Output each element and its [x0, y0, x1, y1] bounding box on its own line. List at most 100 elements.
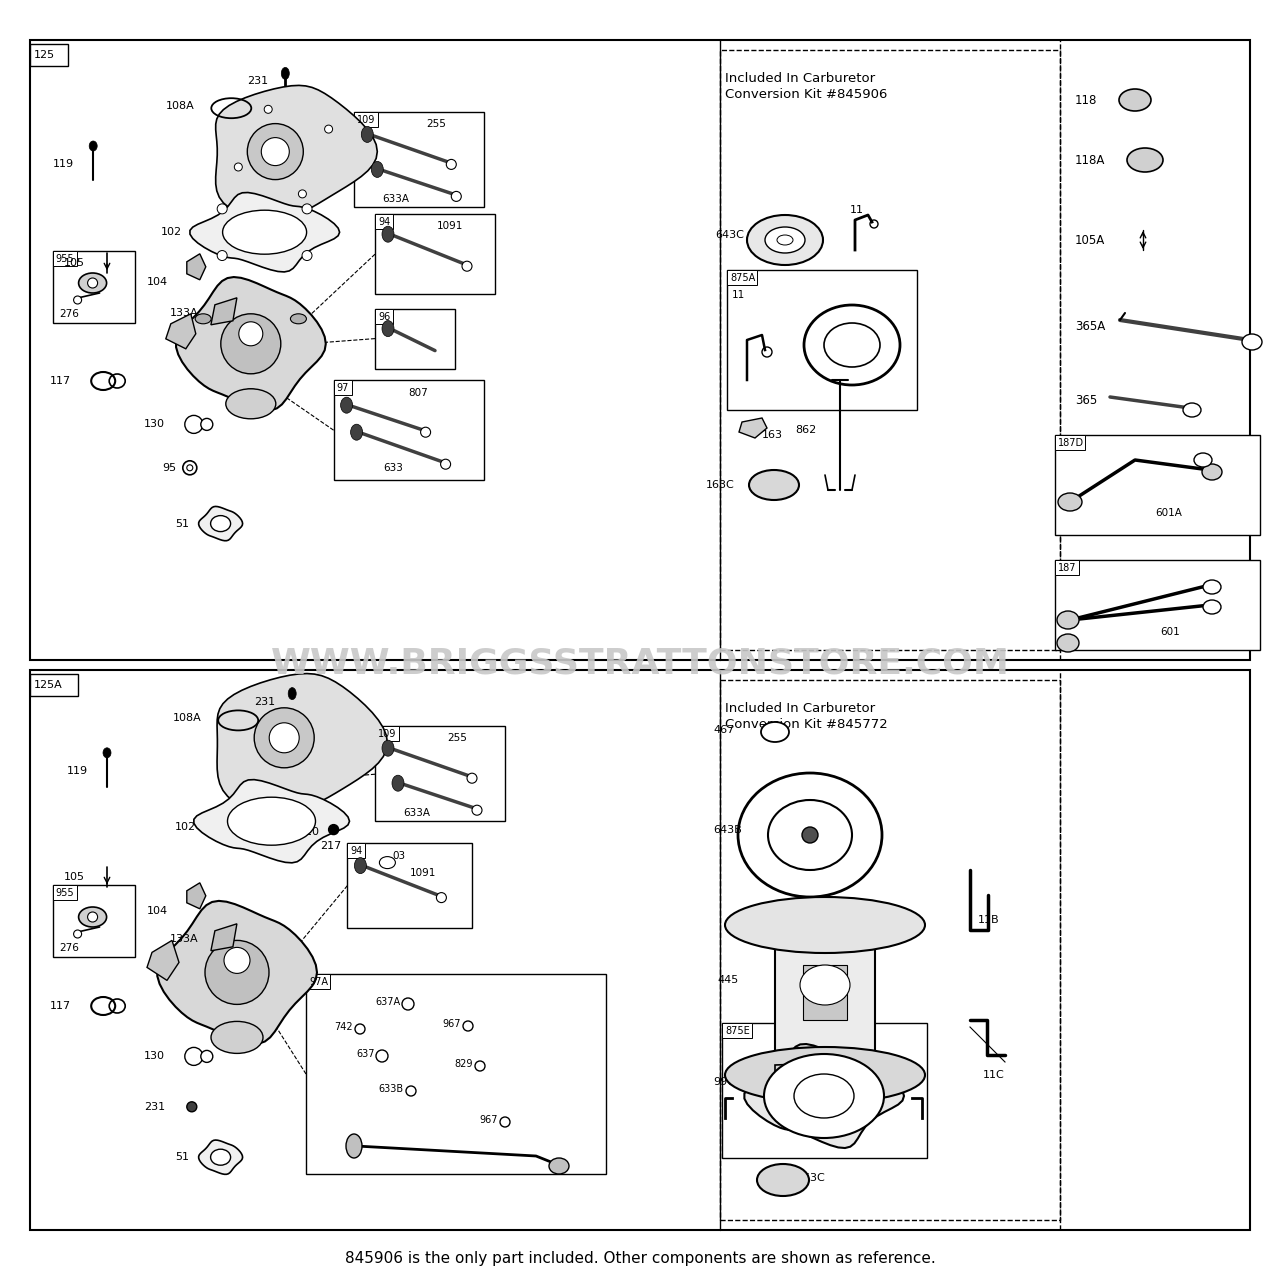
Bar [29, 40, 1251, 660]
Ellipse shape [228, 797, 315, 845]
Bar [722, 1023, 753, 1038]
Polygon shape [745, 1044, 904, 1148]
Ellipse shape [379, 856, 396, 869]
Ellipse shape [549, 1158, 570, 1174]
Text: 97A: 97A [308, 977, 328, 987]
Ellipse shape [1203, 580, 1221, 594]
Text: 96: 96 [378, 311, 390, 321]
Polygon shape [166, 314, 196, 348]
Text: 187D: 187D [1059, 438, 1084, 448]
Text: Conversion Kit #845906: Conversion Kit #845906 [724, 88, 887, 101]
Text: 633: 633 [384, 463, 403, 474]
Text: 108A: 108A [166, 101, 195, 111]
Ellipse shape [355, 858, 366, 873]
Text: 231: 231 [255, 696, 275, 707]
Bar [375, 308, 393, 324]
Bar [1055, 561, 1079, 575]
Ellipse shape [1126, 148, 1164, 172]
Text: 105: 105 [64, 259, 84, 269]
Ellipse shape [371, 161, 383, 178]
Ellipse shape [472, 805, 483, 815]
Ellipse shape [195, 314, 211, 324]
Ellipse shape [724, 897, 925, 954]
Ellipse shape [765, 227, 805, 253]
Circle shape [205, 941, 269, 1005]
Bar [306, 974, 330, 989]
Text: 102: 102 [175, 822, 196, 832]
Bar [334, 380, 352, 396]
Text: 130: 130 [143, 420, 165, 429]
Ellipse shape [392, 776, 404, 791]
Ellipse shape [361, 127, 374, 142]
Bar [52, 884, 134, 957]
Ellipse shape [756, 1164, 809, 1196]
Polygon shape [216, 86, 378, 218]
Circle shape [500, 1117, 509, 1126]
Text: 637A: 637A [375, 997, 401, 1007]
Circle shape [355, 1024, 365, 1034]
Ellipse shape [724, 1047, 925, 1103]
Circle shape [402, 998, 413, 1010]
Text: 955: 955 [55, 888, 74, 899]
Polygon shape [187, 253, 206, 280]
Ellipse shape [288, 687, 296, 700]
Text: 133A: 133A [170, 307, 198, 317]
Text: 11C: 11C [983, 1070, 1005, 1080]
Ellipse shape [225, 389, 275, 419]
Text: 125A: 125A [35, 680, 63, 690]
Text: 118: 118 [1075, 93, 1097, 106]
Text: 996A: 996A [713, 1076, 742, 1087]
Circle shape [239, 321, 262, 346]
Text: 633A: 633A [403, 808, 430, 818]
Text: 105A: 105A [1075, 233, 1105, 247]
Bar [803, 965, 847, 1020]
Bar [375, 726, 506, 822]
Text: 633B: 633B [378, 1084, 403, 1094]
Text: 255: 255 [447, 733, 467, 744]
Text: Included In Carburetor: Included In Carburetor [724, 72, 876, 84]
Text: 875E: 875E [724, 1027, 750, 1036]
Bar [375, 214, 495, 294]
Text: 163C: 163C [707, 480, 735, 490]
Ellipse shape [1242, 334, 1262, 349]
Circle shape [261, 137, 289, 165]
Text: 467: 467 [713, 724, 735, 735]
Ellipse shape [1059, 493, 1082, 511]
Polygon shape [147, 941, 179, 980]
Text: 03: 03 [393, 851, 406, 860]
Circle shape [269, 723, 300, 753]
Circle shape [302, 204, 312, 214]
Text: 365: 365 [1075, 393, 1097, 407]
Bar [306, 974, 605, 1174]
Circle shape [87, 278, 97, 288]
Bar [722, 1023, 927, 1158]
Text: 845906 is the only part included. Other components are shown as reference.: 845906 is the only part included. Other … [344, 1251, 936, 1266]
Polygon shape [177, 276, 326, 411]
Circle shape [264, 105, 273, 114]
Text: 109: 109 [378, 730, 397, 740]
Polygon shape [211, 924, 237, 951]
Bar [29, 44, 68, 67]
Text: 637: 637 [356, 1050, 375, 1059]
Bar [52, 884, 77, 900]
Polygon shape [774, 1062, 835, 1100]
Text: 365A: 365A [1075, 320, 1105, 334]
Polygon shape [211, 298, 237, 325]
Text: 742: 742 [334, 1021, 352, 1032]
Ellipse shape [381, 227, 394, 242]
Ellipse shape [340, 397, 352, 413]
Ellipse shape [764, 1053, 884, 1138]
Text: 276: 276 [60, 308, 79, 319]
Text: 231: 231 [143, 1102, 165, 1112]
Ellipse shape [1202, 463, 1222, 480]
Ellipse shape [291, 314, 306, 324]
Polygon shape [193, 780, 349, 863]
Ellipse shape [1203, 600, 1221, 614]
Ellipse shape [78, 908, 106, 927]
Text: 119: 119 [54, 159, 74, 169]
Bar [1055, 435, 1260, 535]
Text: 633A: 633A [383, 195, 410, 205]
Ellipse shape [1194, 453, 1212, 467]
Ellipse shape [351, 424, 362, 440]
Text: 601: 601 [1160, 627, 1180, 637]
